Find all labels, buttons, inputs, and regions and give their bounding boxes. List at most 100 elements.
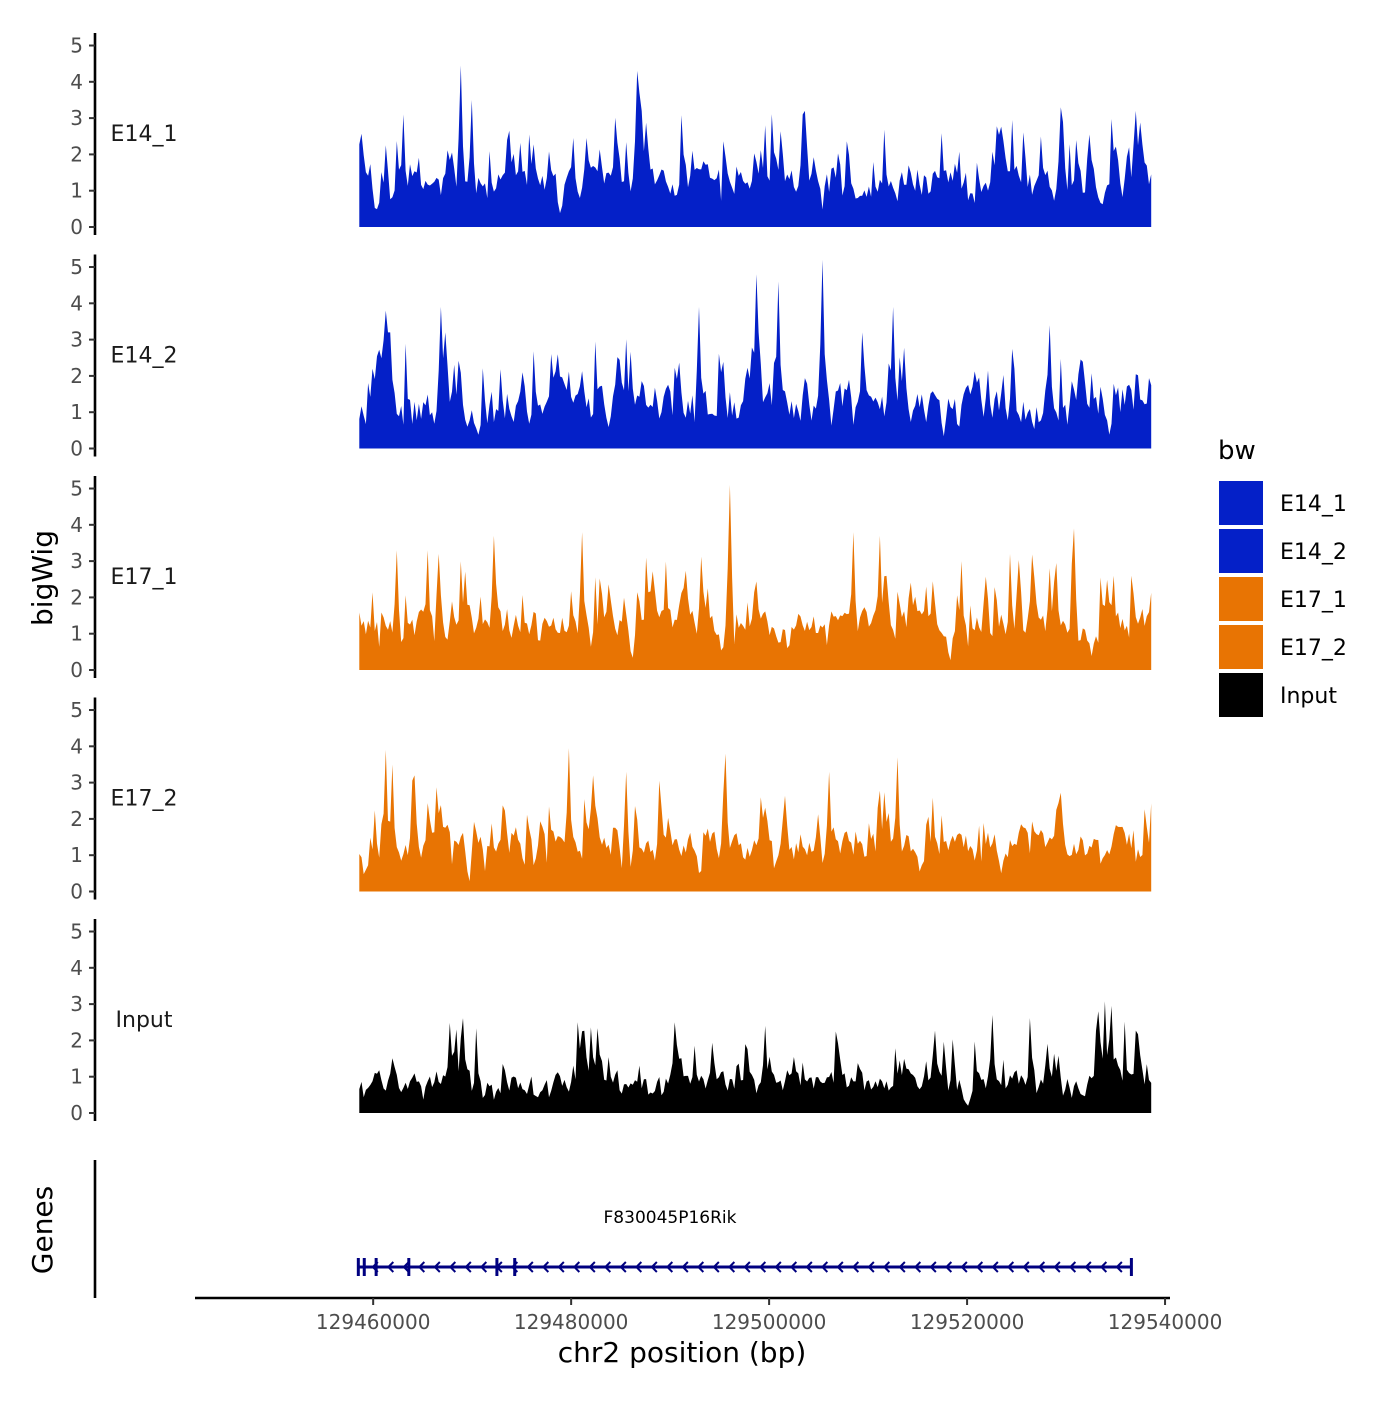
track-E17_1: 0 1 2 3 4 5 E17_1 [70,476,1152,682]
y-tick-label: 3 [70,771,83,795]
strand-arrow [929,1261,937,1273]
y-tick-label: 5 [70,920,83,944]
strand-arrow [619,1261,627,1273]
y-tick-label: 2 [70,585,83,609]
legend-label-E17_1: E17_1 [1280,588,1347,613]
strand-arrow [1099,1261,1108,1273]
strand-arrow [588,1261,596,1273]
x-tick-label: 129500000 [712,1310,827,1334]
strand-arrow [495,1261,503,1273]
strand-arrow [1084,1261,1092,1273]
y-tick-label: 4 [70,513,83,537]
y-tick-label: 0 [70,437,83,461]
strand-arrow [464,1261,472,1273]
strand-arrow [402,1261,410,1273]
y-axis-title: bigWig [26,530,59,626]
track-label-E17_2: E17_2 [111,787,178,812]
y-tick-label: 3 [70,992,83,1016]
y-tick-label: 3 [70,549,83,573]
legend-label-E17_2: E17_2 [1280,636,1347,661]
strand-arrow [836,1261,844,1273]
y-tick-label: 5 [70,255,83,279]
gene-name-label: F830045P16Rik [604,1208,737,1228]
strand-arrow [727,1261,736,1273]
y-tick-label: 2 [70,807,83,831]
coverage-area-E17_2 [359,748,1152,892]
strand-arrow [1037,1261,1046,1273]
tracks-layer: 0 1 2 3 4 5 E14_1 0 1 2 3 4 5 E14_2 0 1 2 3 4 5 E17_1 0 1 2 3 4 5 E… [70,33,1152,1125]
y-tick-label: 1 [70,622,83,646]
strand-arrow [898,1261,906,1273]
y-tick-label: 1 [70,1065,83,1089]
strand-arrow [805,1261,813,1273]
strand-arrow [1006,1261,1015,1273]
y-tick-label: 3 [70,328,83,352]
y-tick-label: 2 [70,142,83,166]
x-axis-title: chr2 position (bp) [558,1336,807,1369]
legend-swatch-E14_1 [1219,481,1263,525]
legend: bw E14_1 E14_2 E17_1 E17_2 Input [1218,436,1347,717]
strand-arrow [960,1261,968,1273]
strand-arrow [789,1261,798,1273]
track-label-E17_1: E17_1 [111,565,178,590]
strand-arrow [991,1261,999,1273]
coverage-area-E17_1 [359,484,1152,670]
strand-arrow [1022,1261,1030,1273]
coverage-area-E14_2 [359,259,1152,449]
strand-arrow [882,1261,891,1273]
track-label-E14_1: E14_1 [111,122,178,147]
strand-arrow [944,1261,953,1273]
strand-arrow [1115,1261,1123,1273]
track-E14_1: 0 1 2 3 4 5 E14_1 [70,33,1152,239]
x-tick-label: 129480000 [514,1310,629,1334]
track-label-E14_2: E14_2 [111,344,178,369]
legend-swatch-E14_2 [1219,529,1263,573]
y-tick-label: 1 [70,843,83,867]
strand-arrow [1053,1261,1061,1273]
strand-arrow [913,1261,922,1273]
strand-arrow [1068,1261,1077,1273]
y-tick-label: 0 [70,880,83,904]
legend-title: bw [1218,436,1256,466]
strand-arrow [526,1261,534,1273]
y-tick-label: 5 [70,34,83,58]
coverage-area-E14_1 [359,65,1152,227]
x-axis: chr2 position (bp) 129460000 129480000 129… [195,1296,1223,1369]
strand-arrow [774,1261,782,1273]
strand-arrow [975,1261,984,1273]
y-tick-label: 1 [70,400,83,424]
legend-swatch-E17_1 [1219,577,1263,621]
legend-label-E14_2: E14_2 [1280,540,1347,565]
genes-layer: F830045P16Rik [93,1160,1133,1298]
y-tick-label: 4 [70,734,83,758]
strand-arrow [510,1261,519,1273]
strand-arrow [541,1261,550,1273]
strand-arrow [712,1261,720,1273]
track-Input: 0 1 2 3 4 5 Input [70,919,1152,1125]
strand-arrow [603,1261,612,1273]
x-tick-label: 129520000 [910,1310,1025,1334]
strand-arrow [433,1261,441,1273]
coverage-area-Input [359,1001,1152,1113]
x-tick-label: 129540000 [1108,1310,1223,1334]
strand-arrow [851,1261,860,1273]
strand-arrow [557,1261,565,1273]
y-tick-label: 4 [70,70,83,94]
strand-arrow [650,1261,658,1273]
legend-label-Input: Input [1280,684,1337,709]
strand-arrow [634,1261,643,1273]
strand-arrow [820,1261,829,1273]
track-label-Input: Input [116,1008,173,1033]
strand-arrow [448,1261,457,1273]
strand-arrow [371,1261,379,1273]
y-tick-label: 2 [70,1028,83,1052]
track-E14_2: 0 1 2 3 4 5 E14_2 [70,254,1152,461]
strand-arrow [696,1261,705,1273]
legend-swatch-Input [1219,673,1263,717]
strand-arrow [479,1261,488,1273]
strand-arrow [665,1261,674,1273]
y-tick-label: 0 [70,658,83,682]
y-tick-label: 1 [70,179,83,203]
